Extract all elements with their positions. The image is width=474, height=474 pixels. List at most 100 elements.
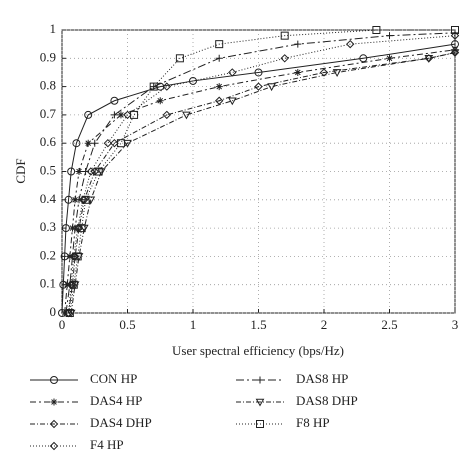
y-tick-label: 0.9 xyxy=(40,49,56,64)
marker xyxy=(50,376,58,384)
marker xyxy=(156,97,164,105)
legend-label: DAS4 HP xyxy=(90,393,142,408)
marker xyxy=(94,167,103,176)
marker xyxy=(267,83,276,92)
marker xyxy=(75,168,83,175)
marker xyxy=(386,54,393,62)
marker xyxy=(254,68,263,77)
y-tick-label: 0.8 xyxy=(40,78,56,93)
marker xyxy=(79,224,89,233)
marker xyxy=(150,83,158,91)
marker xyxy=(110,96,119,105)
y-tick-label: 0.5 xyxy=(40,162,56,177)
marker xyxy=(372,26,381,34)
marker xyxy=(175,54,184,63)
marker xyxy=(84,139,92,147)
y-tick-label: 0.1 xyxy=(40,276,56,291)
marker xyxy=(49,441,59,451)
marker xyxy=(386,32,393,40)
marker xyxy=(215,54,223,62)
series-line xyxy=(70,52,456,314)
marker xyxy=(280,31,289,40)
x-tick-label: 0.5 xyxy=(119,317,135,332)
marker xyxy=(91,139,99,147)
marker xyxy=(215,83,223,91)
marker xyxy=(82,168,90,175)
marker xyxy=(162,110,172,120)
marker xyxy=(451,26,459,34)
marker xyxy=(255,398,265,407)
marker xyxy=(77,224,86,233)
marker xyxy=(86,167,96,176)
marker xyxy=(117,111,125,119)
marker xyxy=(319,68,329,77)
marker xyxy=(65,309,74,317)
marker xyxy=(345,39,355,49)
y-tick-label: 0.2 xyxy=(40,247,56,262)
marker xyxy=(294,68,302,76)
marker xyxy=(68,252,76,260)
marker xyxy=(228,68,237,77)
marker xyxy=(81,195,90,204)
marker xyxy=(71,224,79,232)
legend-label: DAS8 HP xyxy=(296,371,348,386)
marker xyxy=(75,196,83,204)
x-tick-label: 1.5 xyxy=(250,317,266,332)
marker xyxy=(110,138,119,148)
marker xyxy=(110,111,118,119)
marker xyxy=(424,55,434,63)
series-line xyxy=(68,35,456,314)
marker xyxy=(450,31,460,40)
marker xyxy=(359,54,368,63)
x-tick-label: 3 xyxy=(452,317,459,332)
marker xyxy=(69,280,78,289)
marker xyxy=(116,139,125,148)
y-axis-label: CDF xyxy=(13,158,28,183)
marker xyxy=(451,29,459,37)
y-tick-label: 0.4 xyxy=(40,191,57,206)
marker xyxy=(214,96,224,105)
marker xyxy=(280,54,289,63)
marker xyxy=(227,97,237,106)
legend-label: DAS8 DHP xyxy=(296,393,358,408)
marker xyxy=(215,40,224,49)
marker xyxy=(256,420,264,428)
marker xyxy=(49,419,59,429)
marker xyxy=(84,110,93,119)
marker xyxy=(149,82,158,91)
y-tick-label: 0.6 xyxy=(40,134,57,149)
marker xyxy=(123,139,132,148)
marker xyxy=(123,110,132,120)
legend-label: CON HP xyxy=(90,371,137,386)
x-tick-label: 0 xyxy=(59,317,66,332)
series-line xyxy=(61,43,456,314)
marker xyxy=(332,69,342,77)
y-tick-label: 1 xyxy=(50,21,57,36)
marker xyxy=(254,82,263,91)
marker xyxy=(450,49,460,58)
marker xyxy=(96,168,106,177)
marker xyxy=(294,40,302,48)
marker xyxy=(50,398,58,406)
x-tick-label: 2 xyxy=(321,317,328,332)
x-axis-label: User spectral efficiency (bps/Hz) xyxy=(172,343,344,358)
marker xyxy=(103,138,113,148)
marker xyxy=(130,110,139,119)
marker xyxy=(256,376,264,384)
y-tick-label: 0.7 xyxy=(40,106,57,121)
legend-label: F8 HP xyxy=(296,415,330,430)
x-tick-label: 2.5 xyxy=(381,317,397,332)
series-line xyxy=(68,52,456,314)
legend-label: DAS4 DHP xyxy=(90,415,152,430)
marker xyxy=(162,82,172,91)
marker xyxy=(72,139,81,148)
marker xyxy=(73,252,82,261)
legend-label: F4 HP xyxy=(90,437,124,452)
marker xyxy=(67,167,76,176)
marker xyxy=(71,196,79,204)
x-tick-label: 1 xyxy=(190,317,197,332)
marker xyxy=(189,76,197,85)
marker xyxy=(182,111,191,120)
y-tick-label: 0.3 xyxy=(40,219,56,234)
